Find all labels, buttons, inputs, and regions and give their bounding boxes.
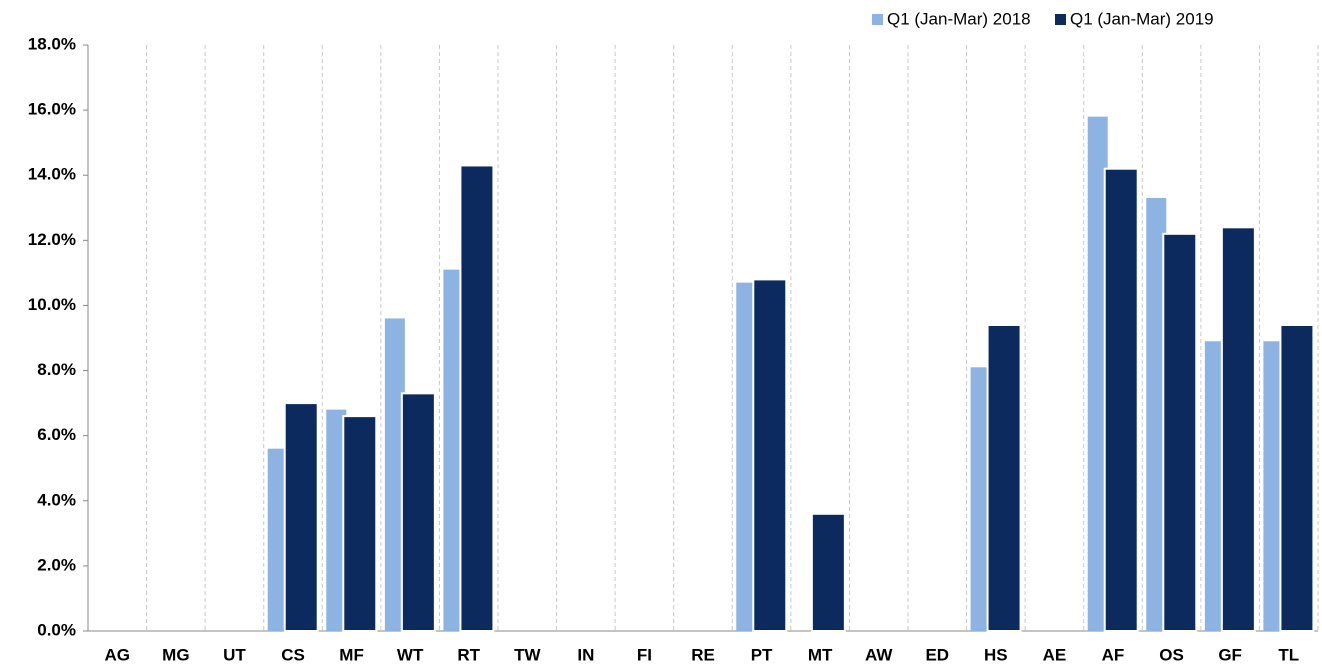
x-tick-label: ED	[925, 645, 949, 664]
x-tick-label: FI	[637, 645, 652, 664]
bar	[1204, 341, 1225, 631]
x-tick-label: AF	[1102, 645, 1125, 664]
x-tick-label: MG	[162, 645, 189, 664]
bar	[736, 282, 757, 631]
y-tick-label: 16.0%	[28, 100, 76, 119]
bar	[986, 323, 1022, 632]
x-tick-label: PT	[751, 645, 773, 664]
bar	[384, 318, 405, 631]
legend-label: Q1 (Jan-Mar) 2019	[1070, 9, 1214, 28]
bar	[267, 448, 288, 631]
bar	[1087, 116, 1108, 632]
x-tick-label: UT	[223, 645, 246, 664]
y-tick-label: 2.0%	[37, 555, 76, 574]
bar	[1263, 341, 1284, 631]
y-tick-label: 14.0%	[28, 165, 76, 184]
x-tick-label: AG	[105, 645, 131, 664]
bar	[443, 269, 464, 631]
x-tick-label: WT	[397, 645, 424, 664]
bar	[342, 415, 378, 632]
x-tick-label: IN	[577, 645, 594, 664]
bar	[326, 409, 347, 631]
x-tick-label: RE	[691, 645, 715, 664]
x-tick-label: MF	[339, 645, 364, 664]
bar	[1103, 167, 1139, 632]
x-tick-label: AW	[865, 645, 893, 664]
bar	[1162, 232, 1198, 632]
legend-label: Q1 (Jan-Mar) 2018	[887, 9, 1031, 28]
bar	[810, 512, 846, 632]
bar	[970, 367, 991, 631]
bar	[752, 278, 788, 632]
x-tick-label: CS	[281, 645, 305, 664]
x-tick-label: TW	[514, 645, 541, 664]
x-tick-label: HS	[984, 645, 1008, 664]
x-tick-label: AE	[1043, 645, 1067, 664]
y-tick-label: 0.0%	[37, 620, 76, 639]
x-tick-label: RT	[457, 645, 480, 664]
bar	[283, 402, 319, 632]
x-tick-label: TL	[1278, 645, 1299, 664]
y-tick-label: 8.0%	[37, 360, 76, 379]
x-tick-label: OS	[1159, 645, 1184, 664]
bar	[1279, 323, 1315, 632]
y-tick-label: 4.0%	[37, 490, 76, 509]
y-tick-label: 18.0%	[28, 34, 76, 53]
bar	[459, 164, 495, 632]
y-tick-label: 6.0%	[37, 425, 76, 444]
y-tick-label: 10.0%	[28, 295, 76, 314]
legend-swatch	[872, 14, 883, 25]
bar	[400, 392, 436, 632]
x-tick-label: GF	[1218, 645, 1242, 664]
y-tick-label: 12.0%	[28, 230, 76, 249]
bar	[1146, 198, 1167, 631]
x-tick-label: MT	[808, 645, 833, 664]
legend-swatch	[1055, 14, 1066, 25]
bar	[1220, 226, 1256, 633]
